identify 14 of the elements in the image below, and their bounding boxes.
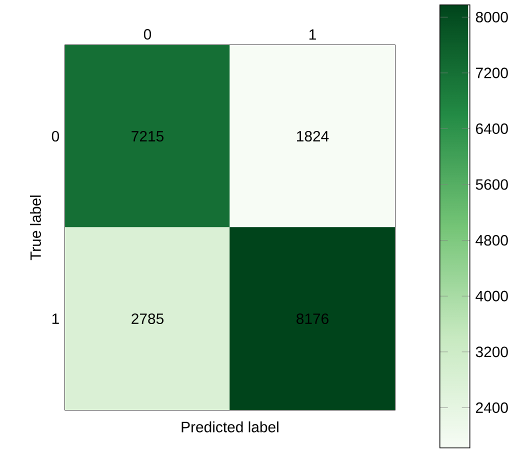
color-bar-label: 4800 [476,235,508,246]
data-label: 2785 [132,313,164,324]
color-bar-label: 2400 [476,402,508,413]
color-bar-label: 5600 [476,179,508,190]
color-bar-label: 3200 [476,346,508,358]
color-bar-label: 7200 [476,68,508,78]
data-label: 1824 [297,130,329,142]
color-bar-label: 6400 [476,123,508,134]
color-bar-label: 8000 [476,12,508,22]
data-label: 7215 [132,130,164,142]
x-axis-title: Predicted label [182,421,278,432]
data-label: 8176 [296,313,328,324]
color-bar-label: 4000 [476,290,508,302]
y-axis-title: True label [30,196,41,260]
